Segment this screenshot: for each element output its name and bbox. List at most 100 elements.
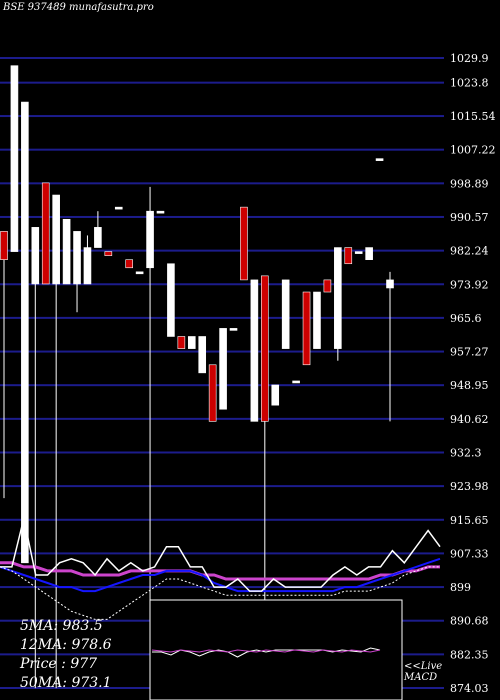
candle-body [251, 280, 258, 421]
y-tick-label: 940.62 [450, 413, 489, 426]
candle [251, 280, 258, 421]
candle-body [1, 231, 8, 259]
candle [313, 292, 320, 349]
candle-body [11, 66, 18, 252]
candle [84, 235, 91, 284]
candle-body [334, 248, 341, 349]
gridline [0, 216, 444, 218]
candle-body [366, 248, 373, 260]
macd-label-line1: <<Live [404, 661, 442, 672]
candle [157, 211, 164, 213]
candle-body [105, 252, 112, 256]
ma5-label: 5MA [20, 618, 53, 634]
candle [220, 328, 227, 409]
ma5-row: 5MA: 983.5 [20, 617, 112, 636]
y-tick-label: 998.89 [450, 177, 489, 190]
ma50-value: 973.1 [71, 675, 111, 691]
ma5-value: 983.5 [63, 618, 103, 634]
candle [240, 207, 247, 280]
candle [136, 272, 143, 274]
gridline [0, 149, 444, 151]
candle-body [376, 159, 383, 161]
gridline [0, 115, 444, 117]
candle-body [147, 211, 154, 268]
candle-body [94, 227, 101, 247]
gridline [0, 317, 444, 319]
candle-body [167, 264, 174, 337]
y-tick-label: 882.35 [450, 648, 489, 661]
y-tick-label: 990.57 [450, 211, 489, 224]
candle [199, 336, 206, 372]
gridline [0, 519, 444, 521]
chart-header: BSE 937489 munafasutra.pro [3, 2, 154, 13]
y-tick-label: 982.24 [450, 245, 489, 258]
gridline [0, 182, 444, 184]
candle-body [282, 280, 289, 349]
candle-body [293, 381, 300, 383]
candle-body [261, 276, 268, 422]
candle [230, 328, 237, 330]
candle-body [53, 195, 60, 284]
candle [282, 280, 289, 349]
candle [334, 248, 341, 361]
candle-body [188, 336, 195, 348]
gridline [0, 57, 444, 59]
gridline [0, 82, 444, 84]
candle-body [42, 183, 49, 284]
candle [293, 381, 300, 383]
candle [366, 248, 373, 260]
y-tick-label: 874.03 [450, 682, 489, 695]
candle-body [74, 231, 81, 284]
macd-label-line2: MACD [404, 672, 442, 683]
y-tick-label: 1015.54 [450, 110, 496, 123]
y-tick-label: 948.95 [450, 379, 489, 392]
candle [272, 385, 279, 405]
y-tick-label: 890.68 [450, 615, 489, 628]
candle-body [157, 211, 164, 213]
ma50-label: 50MA [20, 675, 62, 691]
candle-body [178, 336, 185, 348]
candle-body [220, 328, 227, 409]
price-value: 977 [70, 656, 97, 672]
y-tick-label: 915.65 [450, 514, 489, 527]
ma12-label: 12MA [20, 637, 62, 653]
y-axis-labels: 1029.9 1023.8 1015.54 1007.22 998.89 990.57 98… [450, 52, 496, 695]
y-tick-label: 899 [450, 581, 471, 594]
candle-body [32, 227, 39, 284]
gridline [0, 485, 444, 487]
candle [324, 280, 331, 292]
candle-body [355, 252, 362, 254]
candle-body [209, 365, 216, 422]
candle [11, 66, 18, 252]
candle [126, 260, 133, 268]
candle [74, 231, 81, 312]
candle-body [345, 248, 352, 264]
candle [105, 252, 112, 256]
candle [387, 272, 394, 422]
candle-body [136, 272, 143, 274]
candle-body [63, 219, 70, 284]
y-tick-label: 1029.9 [450, 52, 489, 65]
candle-body [230, 328, 237, 330]
candle [63, 219, 70, 284]
y-tick-label: 1023.8 [450, 77, 489, 90]
candle-body [21, 102, 28, 563]
candle-body [387, 280, 394, 288]
candle-body [272, 385, 279, 405]
candle [355, 252, 362, 254]
candle [167, 264, 174, 337]
candle-body [126, 260, 133, 268]
macd-label: <<Live MACD [404, 661, 442, 683]
y-tick-label: 932.3 [450, 446, 482, 459]
candle [21, 102, 28, 563]
candle [42, 183, 49, 284]
y-tick-label: 923.98 [450, 480, 489, 493]
candle [303, 292, 310, 365]
stats-panel: 5MA: 983.5 12MA: 978.6 Price : 977 50MA:… [20, 617, 112, 693]
y-tick-label: 973.92 [450, 278, 489, 291]
candle [178, 336, 185, 348]
ma12-row: 12MA: 978.6 [20, 636, 112, 655]
candle [376, 159, 383, 161]
gridline [0, 451, 444, 453]
